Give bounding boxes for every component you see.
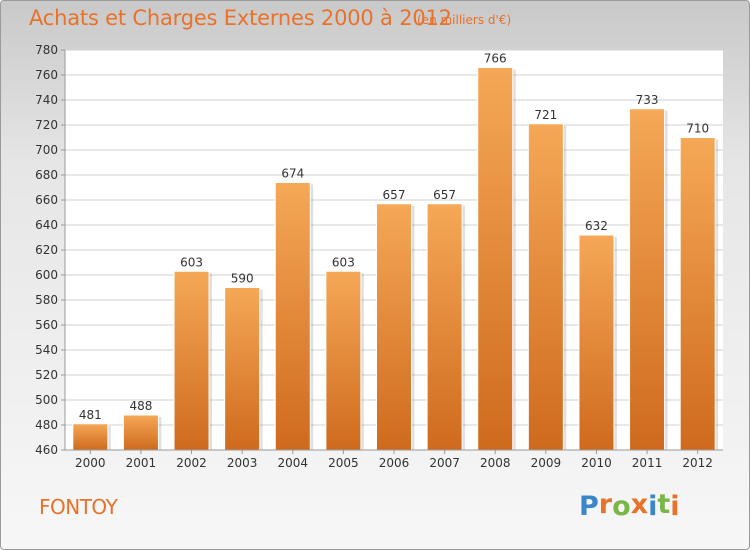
bars xyxy=(72,67,719,451)
y-tick-label: 520 xyxy=(35,368,58,382)
data-label-2007: 657 xyxy=(433,188,456,202)
y-tick-label: 620 xyxy=(35,243,58,257)
x-tick-label-2011: 2011 xyxy=(632,456,663,470)
bar-2010[interactable] xyxy=(578,234,615,451)
y-tick-label: 540 xyxy=(35,343,58,357)
x-tick-label-2004: 2004 xyxy=(277,456,308,470)
y-tick-label: 560 xyxy=(35,318,58,332)
data-label-2009: 721 xyxy=(534,108,557,122)
x-tick-label-2005: 2005 xyxy=(328,456,359,470)
y-tick-label: 600 xyxy=(35,268,58,282)
logo-letter: x xyxy=(630,489,649,520)
y-tick-label: 680 xyxy=(35,168,58,182)
logo-letter: o xyxy=(612,491,631,522)
y-tick-label: 460 xyxy=(35,443,58,457)
data-label-2011: 733 xyxy=(636,93,659,107)
data-label-2003: 590 xyxy=(231,272,254,286)
y-tick-label: 580 xyxy=(35,293,58,307)
data-label-2002: 603 xyxy=(180,255,203,269)
y-tick-label: 640 xyxy=(35,218,58,232)
bar-2007[interactable] xyxy=(426,203,463,451)
x-tick-label-2000: 2000 xyxy=(75,456,106,470)
bar-2000[interactable] xyxy=(72,423,109,451)
x-axis-ticks: 2000 2001 2002 2003 2004 2005 2006 2007 2008 2009… xyxy=(75,450,713,470)
chart-subtitle: (en milliers d'€) xyxy=(417,13,512,27)
bar-2011[interactable] xyxy=(629,108,666,451)
bar-2009[interactable] xyxy=(527,123,564,451)
logo-letter: r xyxy=(598,489,613,520)
x-tick-label-2003: 2003 xyxy=(227,456,258,470)
bar-2008[interactable] xyxy=(477,67,514,451)
x-tick-label-2012: 2012 xyxy=(682,456,713,470)
place-name: FONTOY xyxy=(39,495,118,519)
y-tick-label: 500 xyxy=(35,393,58,407)
y-tick-label: 660 xyxy=(35,193,58,207)
bar-2012[interactable] xyxy=(679,137,716,451)
y-tick-label: 760 xyxy=(35,68,58,82)
x-tick-label-2010: 2010 xyxy=(581,456,612,470)
bar-2004[interactable] xyxy=(274,182,311,451)
logo-letter: t xyxy=(657,489,671,520)
data-label-2000: 481 xyxy=(79,408,102,422)
y-axis-ticks: 460 480 500 520 540 560 580 600 620 640 660 680 700 7… xyxy=(35,43,65,457)
x-tick-label-2007: 2007 xyxy=(429,456,460,470)
data-label-2010: 632 xyxy=(585,219,608,233)
x-tick-label-2002: 2002 xyxy=(176,456,207,470)
proxiti-logo[interactable]: Proxiti xyxy=(579,489,680,522)
logo-letter: i xyxy=(670,491,680,522)
bar-2001[interactable] xyxy=(122,414,159,451)
data-label-2006: 657 xyxy=(383,188,406,202)
bar-2002[interactable] xyxy=(173,270,210,451)
data-label-2005: 603 xyxy=(332,255,355,269)
data-labels: 481 488 603 590 674 603 657 657 766 721 632 733 710 xyxy=(79,52,709,422)
x-tick-label-2009: 2009 xyxy=(531,456,562,470)
y-tick-label: 700 xyxy=(35,143,58,157)
data-label-2012: 710 xyxy=(686,122,709,136)
bar-2006[interactable] xyxy=(376,203,412,451)
y-tick-label: 720 xyxy=(35,118,58,132)
data-label-2001: 488 xyxy=(129,399,152,413)
y-tick-label: 740 xyxy=(35,93,58,107)
y-tick-label: 780 xyxy=(35,43,58,57)
logo-letter: i xyxy=(648,491,658,522)
x-tick-label-2001: 2001 xyxy=(126,456,157,470)
x-tick-label-2008: 2008 xyxy=(480,456,511,470)
logo-letter: P xyxy=(579,491,599,522)
x-tick-label-2006: 2006 xyxy=(379,456,410,470)
bar-2003[interactable] xyxy=(224,287,261,451)
bar-2005[interactable] xyxy=(325,270,362,451)
chart-title: Achats et Charges Externes 2000 à 2012 xyxy=(29,6,452,30)
data-label-2004: 674 xyxy=(281,167,304,181)
data-label-2008: 766 xyxy=(484,52,507,66)
y-tick-label: 480 xyxy=(35,418,58,432)
